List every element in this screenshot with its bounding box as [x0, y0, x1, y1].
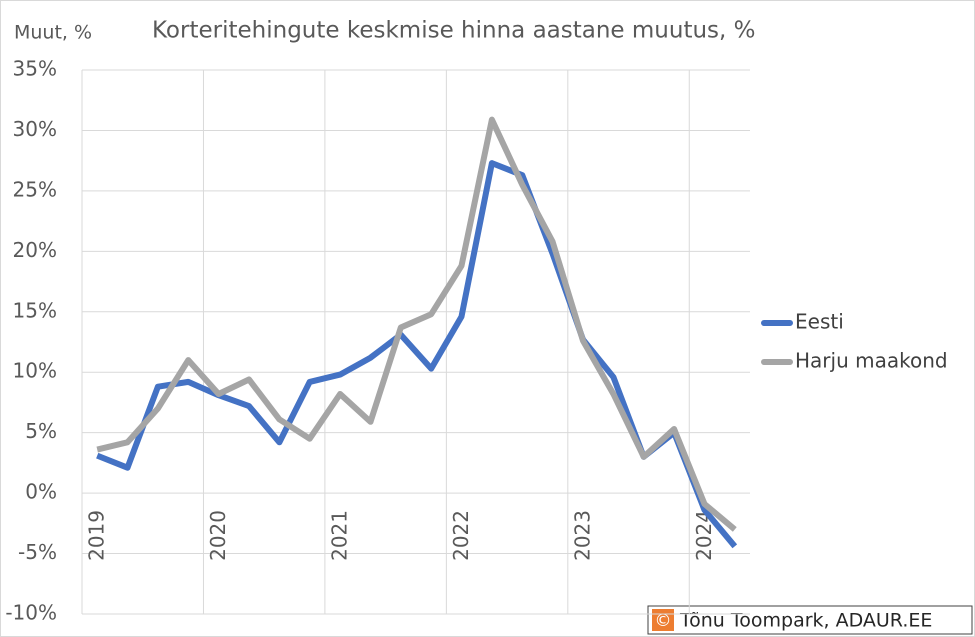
- y-axis-label: Muut, %: [14, 22, 92, 44]
- credit-box: [647, 605, 973, 635]
- series-line: [96, 160, 738, 549]
- x-tick-label: 2020: [206, 510, 230, 561]
- y-tick-label: 0%: [25, 480, 57, 504]
- y-tick-label: 20%: [13, 238, 57, 262]
- credit: © Tõnu Toompark, ADAUR.EE: [647, 605, 973, 635]
- y-tick-label: 15%: [13, 298, 57, 322]
- legend-label: Harju maakond: [795, 349, 948, 373]
- series-line: [96, 116, 737, 532]
- x-tick-label: 2019: [85, 510, 109, 561]
- legend-label: Eesti: [795, 310, 844, 334]
- y-tick-label: -10%: [5, 601, 57, 625]
- x-tick-label: 2023: [570, 510, 594, 561]
- x-tick-label: 2022: [449, 510, 473, 561]
- chart-title: Korteritehingute keskmise hinna aastane …: [152, 18, 756, 44]
- y-tick-label: 10%: [13, 359, 57, 383]
- y-tick-label: 30%: [13, 117, 57, 141]
- y-tick-label: 25%: [13, 177, 57, 201]
- y-tick-label: -5%: [18, 540, 57, 564]
- credit-symbol: ©: [655, 611, 672, 631]
- x-tick-label: 2021: [327, 510, 351, 561]
- y-tick-label: 35%: [13, 57, 57, 81]
- credit-text: Tõnu Toompark, ADAUR.EE: [679, 610, 932, 632]
- y-tick-label: 5%: [25, 419, 57, 443]
